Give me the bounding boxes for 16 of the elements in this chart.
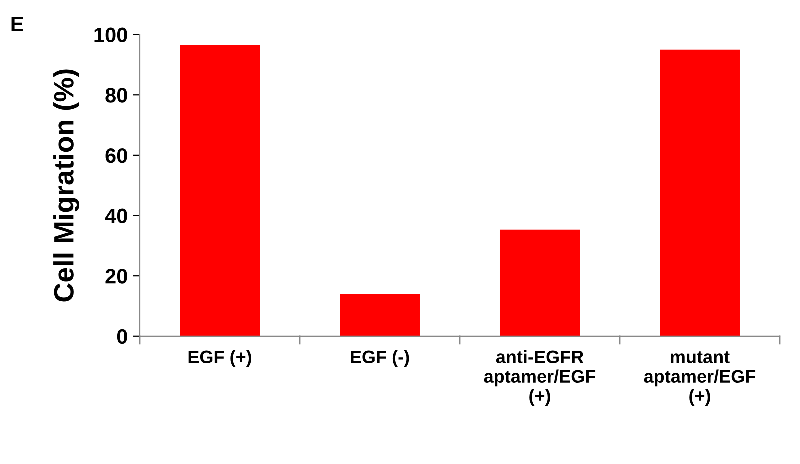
- y-axis-title: Cell Migration (%): [54, 70, 80, 302]
- x-tick-label: mutant aptamer/EGF (+): [644, 352, 756, 406]
- bar: [660, 50, 740, 336]
- y-tick-label: 80: [106, 88, 128, 103]
- y-tick-label: 100: [94, 28, 128, 43]
- bar: [340, 294, 420, 336]
- bar: [180, 45, 260, 336]
- x-tick-label: anti-EGFR aptamer/EGF (+): [484, 350, 596, 406]
- x-tick-label: EGF (-): [351, 350, 410, 368]
- y-tick-label: 0: [117, 329, 128, 344]
- y-tick-label: 20: [106, 269, 128, 284]
- y-tick-label: 40: [105, 208, 128, 224]
- y-tick-label: 60: [106, 148, 128, 164]
- x-tick-label: EGF (+): [188, 350, 252, 368]
- text: E: [12, 17, 24, 32]
- bar: [500, 230, 580, 336]
